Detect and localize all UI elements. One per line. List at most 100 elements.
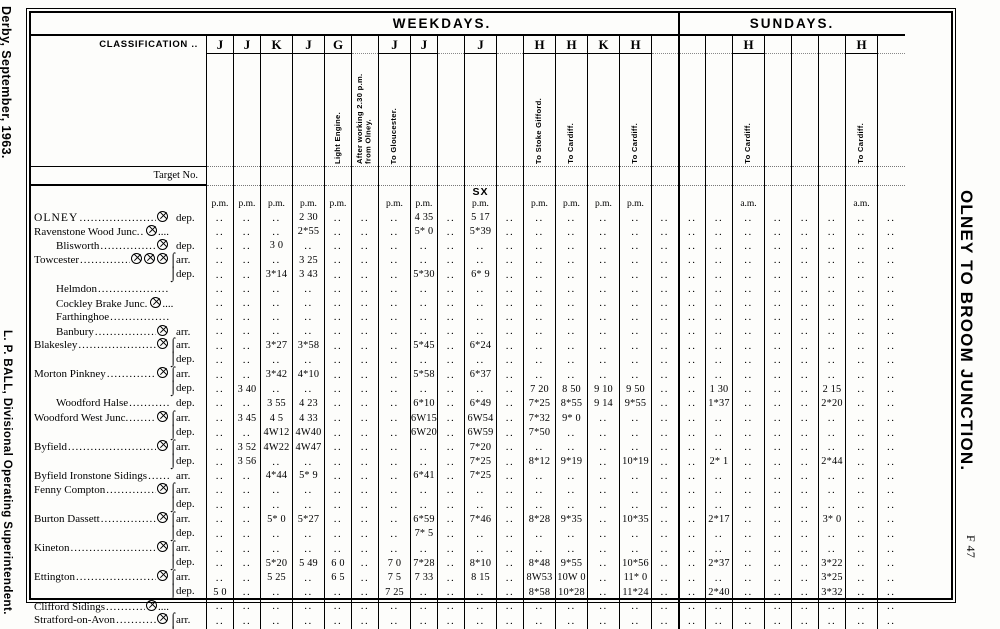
time-cell: 8 50 <box>555 382 588 397</box>
station-suffix: ⌠arr. <box>156 439 206 455</box>
time-cell: .. <box>351 267 379 282</box>
arr-dep-brace: ⌠ <box>169 613 178 629</box>
time-cell: 6*59 <box>410 511 438 527</box>
class-letter-c8: J <box>410 35 438 54</box>
time-cell: .. <box>732 281 765 296</box>
time-cell: .. <box>764 497 792 512</box>
time-cell: .. <box>233 468 261 483</box>
class-letter-c14: K <box>587 35 620 54</box>
time-cell: .. <box>206 497 234 512</box>
time-cell: 11* 0 <box>619 570 652 586</box>
time-cell: .. <box>791 267 819 282</box>
time-cell: .. <box>877 541 905 556</box>
time-cell: .. <box>877 353 905 368</box>
time-cell: .. <box>677 252 706 268</box>
station-cell: Burton Dassett..........................… <box>30 511 207 527</box>
time-cell: .. <box>292 238 325 253</box>
time-cell: 6*37 <box>464 367 497 383</box>
time-cell: 6W15 <box>410 410 438 426</box>
time-cell: .. <box>791 468 819 483</box>
time-cell: .. <box>732 396 765 411</box>
time-cell: .. <box>791 367 819 383</box>
time-cell: .. <box>378 511 411 527</box>
time-cell: .. <box>877 613 905 629</box>
leader-dots: ........................................ <box>78 339 156 352</box>
station-name: Byfield <box>34 440 67 453</box>
time-cell: 4 5 <box>260 410 293 426</box>
time-cell: .. <box>292 281 325 296</box>
table-row: ⌡dep... 3 56.............. 7*25.. 8*12 9*19.… <box>30 453 905 469</box>
time-cell: .. <box>587 210 620 225</box>
class-letter-c6 <box>351 35 379 54</box>
time-cell: .. <box>764 224 792 239</box>
time-cell: .. <box>705 468 733 483</box>
time-cell: .. <box>587 367 620 383</box>
time-cell: .. <box>233 541 261 556</box>
time-cell: 8*58 <box>523 585 556 600</box>
period-c24 <box>877 197 905 211</box>
time-cell: 9*55 <box>555 556 588 571</box>
time-cell: 2*40 <box>705 585 733 600</box>
time-cell: .. <box>351 238 379 253</box>
period-c18 <box>705 197 733 211</box>
time-cell: .. <box>378 267 411 282</box>
station-cell: Kineton.................................… <box>30 541 207 556</box>
time-cell: .. <box>677 396 706 411</box>
time-cell: .. <box>845 324 878 339</box>
time-cell: .. <box>764 252 792 268</box>
time-cell: .. <box>587 599 620 614</box>
table-row: ⌡dep... 3 40.................. 7 20 8 50 9 1… <box>30 382 905 397</box>
table-row: Byfield Ironstone Sidings...............… <box>30 468 905 483</box>
sx-marker-c7 <box>378 185 411 198</box>
time-cell: .. <box>705 295 733 311</box>
time-cell: .. <box>764 324 792 339</box>
table-row: Stratford-on-Avon.......................… <box>30 613 905 629</box>
time-cell: 5*39 <box>464 224 497 239</box>
column-note-c16 <box>651 53 679 167</box>
time-cell: .. <box>764 613 792 629</box>
time-cell: .. <box>732 541 765 556</box>
station-name: Towcester <box>34 253 80 266</box>
period-c10: p.m. <box>464 197 497 211</box>
arr-dep-label: dep. <box>176 585 195 598</box>
time-cell: .. <box>410 497 438 512</box>
class-letter-c21 <box>791 35 819 54</box>
time-cell: .. <box>791 497 819 512</box>
junction-icon <box>157 239 168 251</box>
time-cell: .. <box>732 410 765 426</box>
arr-dep-brace: ⌠ <box>169 338 178 354</box>
time-cell: .. <box>324 526 352 541</box>
time-cell: .. <box>818 613 846 629</box>
time-cell: .. <box>206 281 234 296</box>
time-cell: .. <box>877 526 905 541</box>
time-cell: 7*20 <box>464 439 497 455</box>
time-cell: .. <box>818 410 846 426</box>
time-cell: .. <box>410 454 438 469</box>
sx-marker-c16 <box>651 185 679 198</box>
time-cell: .. <box>324 454 352 469</box>
class-letter-c7: J <box>378 35 411 54</box>
time-cell: .. <box>651 511 679 527</box>
margin-date-text: Derby, September, 1963. <box>0 6 13 159</box>
junction-icon <box>144 252 155 264</box>
period-c9 <box>437 197 465 211</box>
time-cell: .. <box>651 439 679 455</box>
station-suffix: ⌡dep. <box>169 267 206 282</box>
time-cell: .. <box>764 295 792 311</box>
station-cell: Helmdon.................................… <box>30 282 207 296</box>
time-cell: .. <box>764 556 792 571</box>
station-suffix: ⌡dep. <box>169 353 206 367</box>
leader-dots: ........................................ <box>75 571 156 584</box>
time-cell: .. <box>378 468 411 483</box>
time-cell: .. <box>791 556 819 571</box>
table-row: Banbury.................................… <box>30 324 905 339</box>
time-cell: .. <box>523 353 556 368</box>
time-cell: .. <box>677 367 706 383</box>
time-cell: .. <box>732 338 765 354</box>
station-suffix: .... <box>145 225 206 238</box>
time-cell: .. <box>651 613 679 629</box>
time-cell: 7 0 <box>378 556 411 571</box>
time-cell: .. <box>437 570 465 586</box>
arr-dep-brace: ⌡ <box>169 453 178 469</box>
time-cell: 3 25 <box>292 252 325 268</box>
